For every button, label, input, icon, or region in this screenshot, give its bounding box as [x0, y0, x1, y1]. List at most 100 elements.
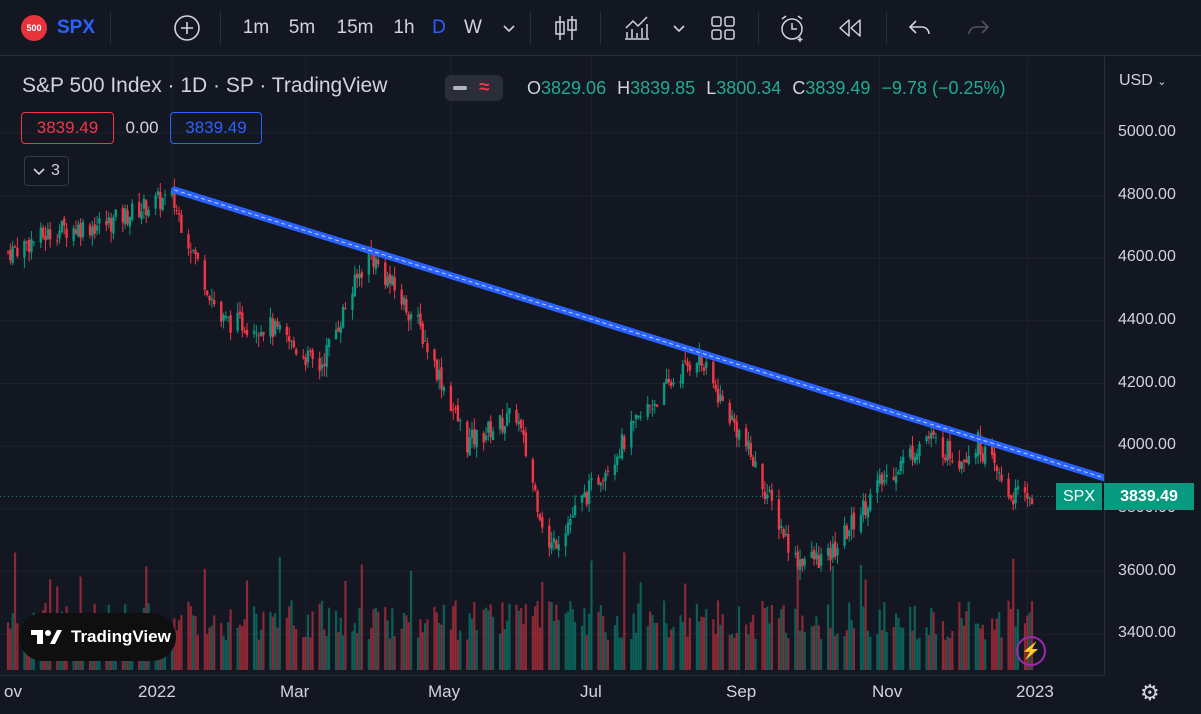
candle-body [780, 525, 783, 528]
open-value: 3829.06 [541, 78, 607, 98]
volume-bar [770, 605, 773, 670]
volume-bar [716, 600, 720, 670]
candle-body [960, 461, 963, 470]
redo-button[interactable] [960, 0, 996, 56]
buy-button[interactable]: 3839.49 [170, 112, 262, 144]
chart-type-button[interactable] [548, 0, 584, 56]
interval-5m[interactable]: 5m [288, 17, 316, 38]
alert-button[interactable] [774, 0, 812, 56]
candle-body [941, 437, 945, 458]
time-label: Jul [580, 682, 602, 701]
interval-1h[interactable]: 1h [393, 17, 415, 38]
indicators-dropdown[interactable] [666, 0, 692, 56]
volume-bar [885, 632, 888, 670]
volume-bar [13, 552, 17, 670]
volume-bar [341, 635, 345, 670]
replay-button[interactable] [832, 0, 868, 56]
candle-body [402, 297, 406, 305]
volume-bar [566, 611, 570, 670]
volume-bar [632, 613, 635, 670]
candle-body [1012, 500, 1015, 505]
candle-body [831, 543, 835, 559]
volume-bar [782, 605, 785, 670]
legend-toggle[interactable]: ≈ [445, 75, 503, 101]
indicators-collapse-button[interactable]: 3 [24, 156, 69, 186]
intervals-dropdown[interactable] [496, 0, 522, 56]
candle-body [646, 404, 649, 417]
candle-body [1009, 495, 1013, 499]
indicators-button[interactable] [618, 0, 656, 56]
volume-bar [409, 570, 413, 670]
layout-button[interactable] [704, 0, 742, 56]
interval-1m[interactable]: 1m [242, 17, 270, 38]
candle-body [763, 491, 767, 500]
candle-body [787, 534, 790, 553]
candle-body [173, 187, 176, 208]
interval-d[interactable]: D [432, 17, 446, 38]
candle-body [826, 547, 830, 556]
candle-body [1016, 486, 1020, 490]
undo-button[interactable] [902, 0, 938, 56]
tradingview-watermark[interactable]: TradingView [19, 613, 176, 661]
candle-body [32, 241, 35, 243]
price-axis[interactable] [1104, 57, 1201, 675]
candle-body [733, 418, 736, 423]
volume-bar [6, 622, 10, 670]
sell-button[interactable]: 3839.49 [21, 112, 114, 144]
candle-body [407, 314, 410, 321]
candle-body [829, 548, 832, 561]
candle-body [721, 396, 724, 401]
volume-bar [686, 636, 689, 670]
volume-bar [278, 556, 281, 670]
volume-bar [728, 635, 731, 670]
candle-body [716, 388, 720, 403]
chevron-down-icon: ⌄ [1157, 76, 1167, 88]
candle-body [27, 239, 31, 252]
candle-body [304, 357, 307, 366]
chart-legend-title[interactable]: S&P 500 Index · 1D · SP · TradingView [22, 74, 388, 97]
volume-bar [274, 613, 277, 670]
candle-body [205, 290, 209, 295]
candle-body [669, 382, 673, 386]
candle-body [175, 210, 178, 212]
low-value: 3800.34 [716, 78, 782, 98]
chevron-down-icon [673, 25, 685, 33]
currency-selector[interactable]: USD ⌄ [1119, 72, 1167, 89]
candle-body [951, 460, 954, 463]
volume-bar [719, 624, 722, 670]
candle-body [278, 325, 282, 330]
price-chart[interactable] [0, 0, 1104, 675]
volume-bar [334, 610, 338, 670]
volume-bar [634, 632, 638, 670]
interval-w[interactable]: W [464, 17, 482, 38]
chart-pane[interactable] [0, 57, 1201, 714]
candle-body [948, 441, 952, 459]
lightning-button[interactable]: ⚡ [1016, 636, 1046, 666]
volume-bar [557, 620, 560, 670]
candle-body [754, 461, 757, 468]
candle-body [177, 212, 181, 215]
volume-bar [930, 607, 933, 670]
candle-body [323, 363, 326, 366]
add-compare-button[interactable] [168, 0, 206, 56]
candle-body [836, 547, 839, 556]
interval-15m[interactable]: 15m [336, 17, 374, 38]
volume-bar [210, 625, 213, 670]
volume-bar [564, 613, 567, 670]
candle-body [290, 340, 293, 342]
candle-body [130, 203, 134, 220]
time-axis[interactable] [0, 675, 1104, 714]
volume-bar [981, 624, 984, 670]
volume-bar [213, 615, 216, 670]
divider [600, 12, 601, 44]
high-value: 3839.85 [630, 78, 696, 98]
volume-bar [752, 614, 755, 670]
volume-bar [820, 639, 823, 670]
volume-bar [454, 600, 457, 670]
settings-gear-icon[interactable]: ⚙ [1140, 680, 1160, 705]
candle-body [473, 429, 476, 445]
symbol-search-button[interactable]: SPX [57, 17, 96, 38]
candle-body [564, 533, 567, 547]
candle-body [196, 252, 200, 259]
volume-bar [227, 622, 230, 670]
